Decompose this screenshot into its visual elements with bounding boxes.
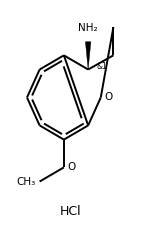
Text: &1: &1 xyxy=(97,62,108,72)
Polygon shape xyxy=(85,42,91,69)
Text: HCl: HCl xyxy=(60,205,82,218)
Text: NH₂: NH₂ xyxy=(78,23,98,33)
Text: O: O xyxy=(104,93,112,103)
Text: CH₃: CH₃ xyxy=(17,177,36,187)
Text: O: O xyxy=(67,162,75,172)
